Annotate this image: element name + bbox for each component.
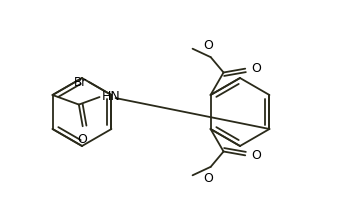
Text: O: O [203, 172, 213, 185]
Text: O: O [78, 133, 88, 146]
Text: O: O [203, 39, 213, 52]
Text: O: O [251, 62, 261, 75]
Text: Br: Br [74, 75, 87, 88]
Text: O: O [251, 149, 261, 162]
Text: HN: HN [101, 90, 120, 103]
